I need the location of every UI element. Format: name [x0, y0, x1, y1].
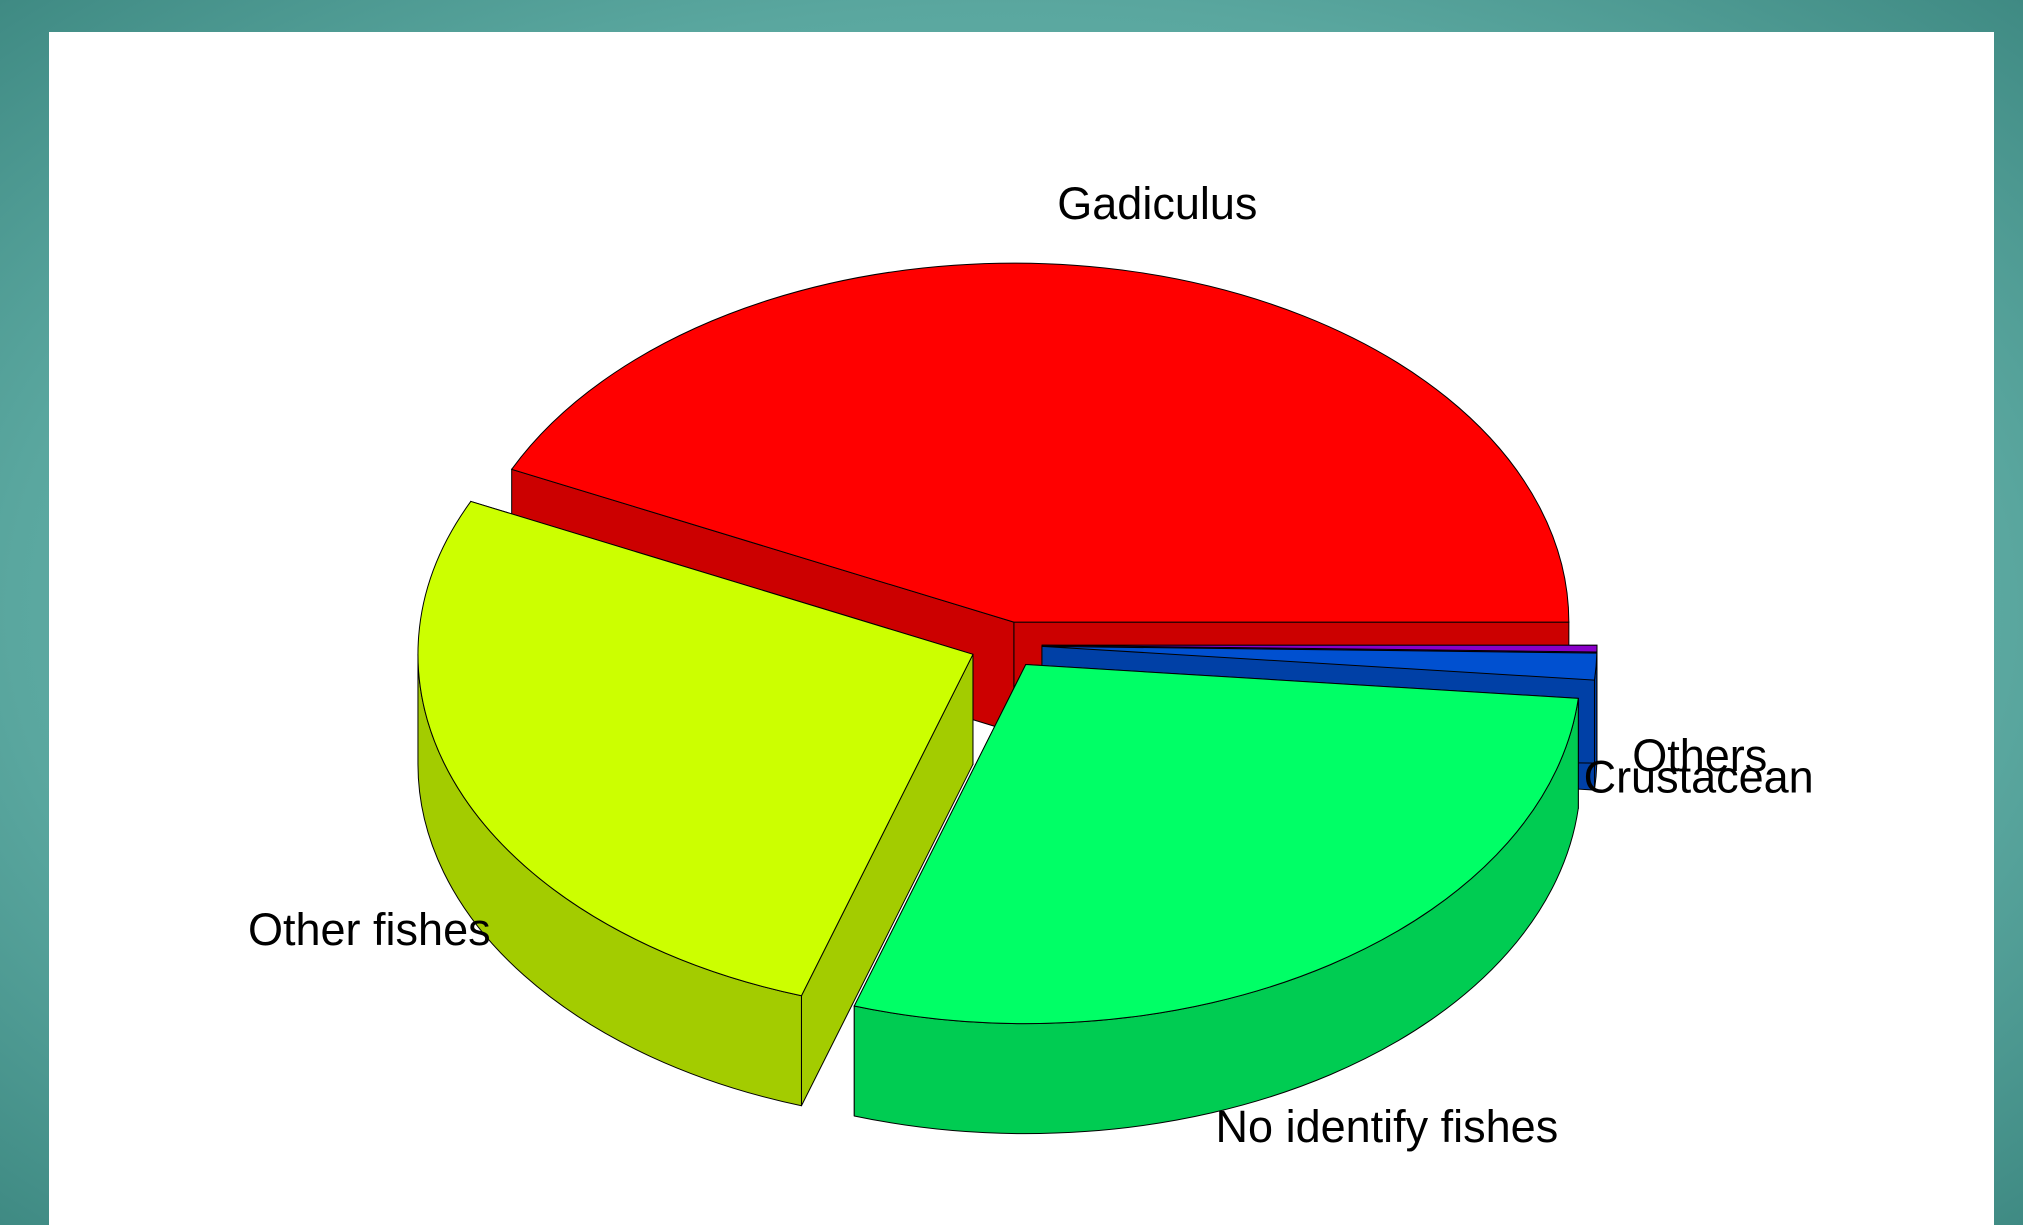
slice: [417, 500, 974, 997]
slice-label: No identify fishes: [1216, 1101, 1559, 1152]
slice: [1041, 644, 1598, 653]
slice: [853, 664, 1579, 1025]
slice-label: Crustacean: [1584, 751, 1814, 802]
slice-label: Other fishes: [248, 904, 491, 955]
slice: [1041, 645, 1598, 681]
slice-label: Gadiculus: [1057, 178, 1257, 229]
slice-label: Others: [1632, 730, 1767, 781]
slice: [510, 262, 1570, 623]
